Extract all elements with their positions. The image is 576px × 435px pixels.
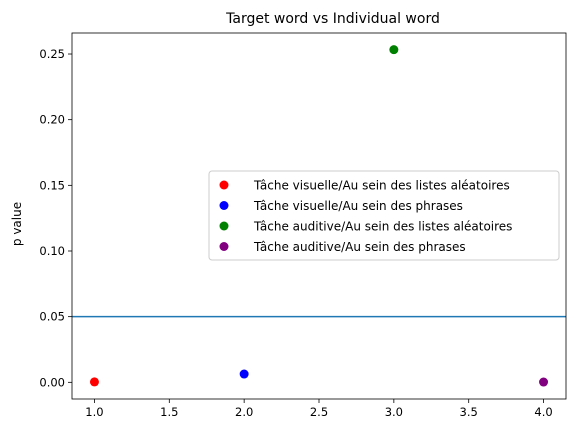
- y-tick-label: 0.20: [39, 113, 65, 127]
- legend-box: [208, 170, 560, 261]
- y-tick-label: 0.05: [39, 310, 65, 324]
- chart-title: Target word vs Individual word: [225, 11, 440, 27]
- x-tick-label: 3.0: [385, 405, 403, 419]
- y-tick-label: 0.00: [39, 375, 65, 389]
- x-tick-label: 3.5: [460, 405, 478, 419]
- x-tick-label: 2.0: [235, 405, 253, 419]
- legend-label: Tâche visuelle/Au sein des listes aléato…: [253, 179, 510, 193]
- y-tick-label: 0.15: [39, 178, 65, 192]
- y-tick-label: 0.10: [39, 244, 65, 258]
- legend-label: Tâche visuelle/Au sein des phrases: [253, 199, 463, 213]
- y-axis-label: p value: [10, 202, 24, 246]
- legend-marker: [219, 242, 229, 251]
- x-tick-label: 1.0: [85, 405, 103, 419]
- x-tick-label: 4.0: [534, 405, 552, 419]
- legend-marker: [219, 221, 229, 231]
- axes-frame: [71, 32, 567, 400]
- legend-label: Tâche auditive/Au sein des phrases: [253, 240, 466, 254]
- plot-area: 1.0 1.5 2.0 2.5 3.0 3.5 4.0 0.00 0.05 0.10 0.15 0.2…: [39, 32, 567, 419]
- x-tick-label: 2.5: [310, 405, 328, 419]
- y-tick-label: 0.25: [39, 47, 65, 61]
- data-point: [539, 377, 549, 387]
- data-point: [89, 377, 99, 387]
- legend-marker: [219, 201, 229, 210]
- legend-marker: [219, 180, 229, 190]
- legend-label: Tâche auditive/Au sein des listes aléato…: [253, 220, 512, 234]
- data-point: [389, 45, 399, 55]
- data-point: [239, 369, 249, 379]
- x-tick-label: 1.5: [160, 405, 178, 419]
